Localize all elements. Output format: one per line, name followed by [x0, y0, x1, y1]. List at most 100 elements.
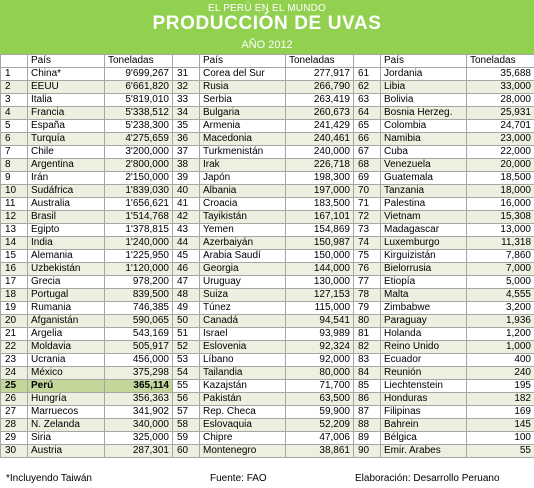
rank-cell: 48 — [172, 288, 200, 302]
rank-cell: 7 — [0, 145, 28, 159]
rank-cell: 90 — [353, 444, 381, 458]
country-cell: Yemen — [199, 223, 286, 237]
header-banner: EL PERÚ EN EL MUNDO PRODUCCIÓN DE UVAS A… — [0, 0, 534, 54]
country-cell: Arabia Saudí — [199, 249, 286, 263]
country-cell: Venezuela — [380, 158, 467, 172]
country-cell: Corea del Sur — [199, 67, 286, 81]
tonnes-cell: 240 — [466, 366, 534, 380]
rank-cell: 45 — [172, 249, 200, 263]
table-row: 24 México 375,298 54 Tailandia 80,000 84 Reunió… — [0, 366, 534, 380]
table-row: 23 Ucrania 456,000 53 Líbano 92,000 83 Ecuador 4… — [0, 353, 534, 367]
country-cell: Bélgica — [380, 431, 467, 445]
rank-cell: 4 — [0, 106, 28, 120]
tonnes-cell: 4'275,659 — [104, 132, 173, 146]
rank-cell: 29 — [0, 431, 28, 445]
header-tonnes-2: Toneladas — [285, 54, 354, 68]
table-row: 10 Sudáfrica 1'839,030 40 Albania 197,000 70 Ta… — [0, 184, 534, 198]
country-cell: Liechtenstein — [380, 379, 467, 393]
country-cell: Tailandia — [199, 366, 286, 380]
country-cell: Kirguizistán — [380, 249, 467, 263]
rank-cell: 41 — [172, 197, 200, 211]
tonnes-cell: 47,006 — [285, 431, 354, 445]
tonnes-cell: 28,000 — [466, 93, 534, 107]
tonnes-cell: 15,308 — [466, 210, 534, 224]
tonnes-cell: 226,718 — [285, 158, 354, 172]
header-subtitle: AÑO 2012 — [241, 39, 293, 51]
tonnes-cell: 543,169 — [104, 327, 173, 341]
tonnes-cell: 127,153 — [285, 288, 354, 302]
tonnes-cell: 6'661,820 — [104, 80, 173, 94]
rank-cell: 13 — [0, 223, 28, 237]
country-cell: Zimbabwe — [380, 301, 467, 315]
country-cell: Chile — [27, 145, 105, 159]
table-header-row: País Toneladas País Toneladas País Tonel… — [0, 54, 534, 68]
table-row: 6 Turquía 4'275,659 36 Macedonia 240,461 66 Nam… — [0, 132, 534, 146]
country-cell: Rumania — [27, 301, 105, 315]
rank-cell: 55 — [172, 379, 200, 393]
tonnes-cell: 5'338,512 — [104, 106, 173, 120]
tonnes-cell: 1'240,000 — [104, 236, 173, 250]
rank-cell: 18 — [0, 288, 28, 302]
rank-cell: 42 — [172, 210, 200, 224]
country-cell: Francia — [27, 106, 105, 120]
tonnes-cell: 7,000 — [466, 262, 534, 276]
tonnes-cell: 144,000 — [285, 262, 354, 276]
country-cell: Namibia — [380, 132, 467, 146]
tonnes-cell: 130,000 — [285, 275, 354, 289]
rank-cell: 37 — [172, 145, 200, 159]
tonnes-cell: 150,000 — [285, 249, 354, 263]
rank-cell: 51 — [172, 327, 200, 341]
rank-cell: 77 — [353, 275, 381, 289]
country-cell: Tanzania — [380, 184, 467, 198]
table-row: 13 Egipto 1'378,815 43 Yemen 154,869 73 Madagas… — [0, 223, 534, 237]
country-cell: Madagascar — [380, 223, 467, 237]
rank-cell: 33 — [172, 93, 200, 107]
tonnes-cell: 1'839,030 — [104, 184, 173, 198]
table-row: 27 Marruecos 341,902 57 Rep. Checa 59,900 87 Fi… — [0, 405, 534, 419]
country-cell: Siria — [27, 431, 105, 445]
table-row: 30 Austria 287,301 60 Montenegro 38,861 90 Emir… — [0, 444, 534, 458]
rank-cell: 5 — [0, 119, 28, 133]
tonnes-cell: 287,301 — [104, 444, 173, 458]
country-cell: Bosnia Herzeg. — [380, 106, 467, 120]
rank-cell: 34 — [172, 106, 200, 120]
tonnes-cell: 182 — [466, 392, 534, 406]
tonnes-cell: 7,860 — [466, 249, 534, 263]
tonnes-cell: 55 — [466, 444, 534, 458]
table-row: 15 Alemania 1'225,950 45 Arabia Saudí 150,000… — [0, 249, 534, 263]
tonnes-cell: 340,000 — [104, 418, 173, 432]
rank-cell: 44 — [172, 236, 200, 250]
rank-cell: 76 — [353, 262, 381, 276]
country-cell: Turquía — [27, 132, 105, 146]
country-cell: Bulgaria — [199, 106, 286, 120]
rank-cell: 53 — [172, 353, 200, 367]
rank-cell: 58 — [172, 418, 200, 432]
table-row: 2 EEUU 6'661,820 32 Rusia 266,790 62 Libia 33,00… — [0, 80, 534, 94]
country-cell: Luxemburgo — [380, 236, 467, 250]
tonnes-cell: 115,000 — [285, 301, 354, 315]
rank-cell: 21 — [0, 327, 28, 341]
country-cell: Reunión — [380, 366, 467, 380]
rank-cell: 10 — [0, 184, 28, 198]
tonnes-cell: 18,000 — [466, 184, 534, 198]
tonnes-cell: 839,500 — [104, 288, 173, 302]
table-row: 1 China* 9'699,267 31 Corea del Sur 277,917 61… — [0, 67, 534, 81]
tonnes-cell: 197,000 — [285, 184, 354, 198]
country-cell: Uzbekistán — [27, 262, 105, 276]
rank-cell: 72 — [353, 210, 381, 224]
rank-cell: 67 — [353, 145, 381, 159]
country-cell: Palestina — [380, 197, 467, 211]
rank-cell: 1 — [0, 67, 28, 81]
tonnes-cell: 240,461 — [285, 132, 354, 146]
country-cell: Portugal — [27, 288, 105, 302]
tonnes-cell: 198,300 — [285, 171, 354, 185]
rank-cell: 86 — [353, 392, 381, 406]
table-row: 16 Uzbekistán 1'120,000 46 Georgia 144,000 76 B… — [0, 262, 534, 276]
country-cell: Moldavia — [27, 340, 105, 354]
tonnes-cell: 240,000 — [285, 145, 354, 159]
rank-cell: 35 — [172, 119, 200, 133]
table-row: 11 Australia 1'656,621 41 Croacia 183,500 71 Pa… — [0, 197, 534, 211]
table-row: 19 Rumania 746,385 49 Túnez 115,000 79 Zimbabwe… — [0, 301, 534, 315]
country-cell: Jordania — [380, 67, 467, 81]
country-cell: Rusia — [199, 80, 286, 94]
